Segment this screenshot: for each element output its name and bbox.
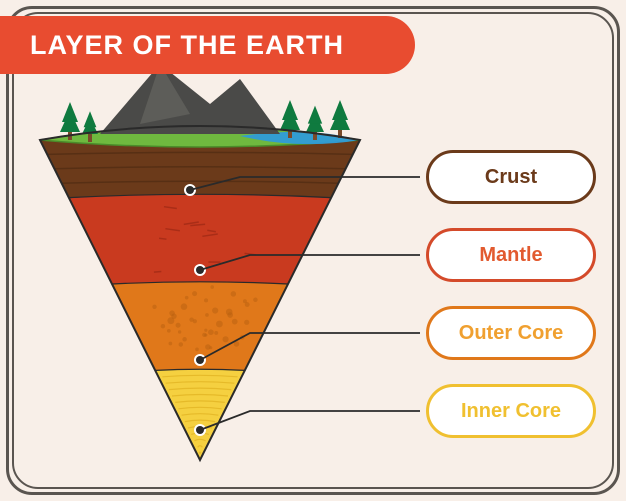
label-inner-core: Inner Core bbox=[426, 384, 596, 438]
label-mantle: Mantle bbox=[426, 228, 596, 282]
title-bar: LAYER OF THE EARTH bbox=[0, 16, 415, 74]
leader-inner-core bbox=[200, 411, 420, 430]
page-title: LAYER OF THE EARTH bbox=[30, 30, 344, 61]
label-crust: Crust bbox=[426, 150, 596, 204]
mountain bbox=[100, 64, 280, 134]
labels-column: Crust Mantle Outer Core Inner Core bbox=[426, 150, 596, 438]
label-outer-core: Outer Core bbox=[426, 306, 596, 360]
